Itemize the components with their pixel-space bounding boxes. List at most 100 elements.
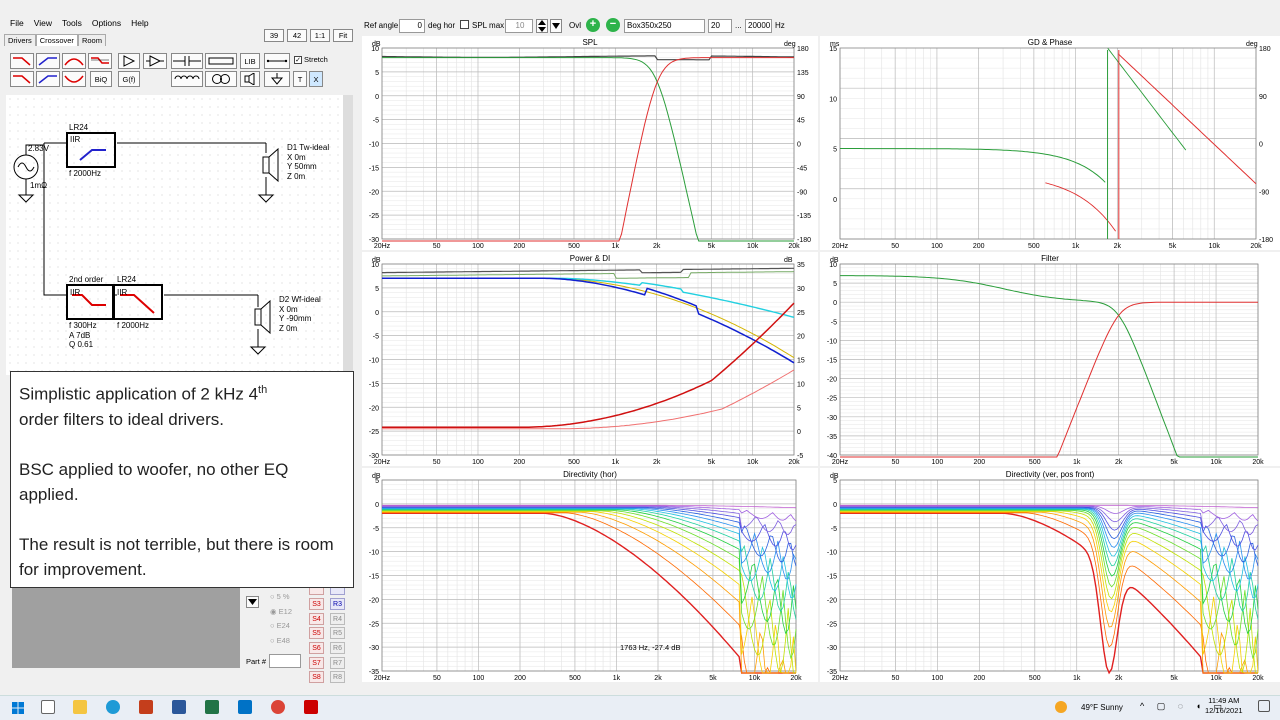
weather-text[interactable]: 49°F Sunny xyxy=(1081,703,1123,712)
r4-button[interactable]: R4 xyxy=(330,613,345,625)
zoom-39-button[interactable]: 39 xyxy=(264,29,284,42)
driver2-label[interactable]: D2 Wf-ideal X 0m Y -90mm Z 0m xyxy=(279,295,321,333)
gd-ytick: 0 xyxy=(833,197,837,204)
notifications-icon[interactable] xyxy=(1258,700,1270,712)
scroll-down-icon[interactable] xyxy=(246,596,259,608)
gf-button[interactable]: G(f) xyxy=(118,71,140,87)
buffer-icon[interactable] xyxy=(143,53,167,69)
edge-icon[interactable] xyxy=(106,700,120,714)
biquad-button[interactable]: BiQ xyxy=(90,71,112,87)
windows-start-icon[interactable] xyxy=(12,702,24,716)
overlay-name-input[interactable]: Box350x250 xyxy=(624,19,705,33)
dirv-curve-12 xyxy=(840,506,1259,536)
r3-button[interactable]: R3 xyxy=(330,598,345,610)
crossover-schematic[interactable]: LR24 IIR f 2000Hz 2.83V 1mΩ D1 Tw-ideal … xyxy=(6,95,343,375)
s8-button[interactable]: S8 xyxy=(309,671,324,683)
amplifier-icon[interactable] xyxy=(118,53,140,69)
pdi-yrtick: 35 xyxy=(797,262,805,269)
inductor-icon[interactable] xyxy=(171,71,203,87)
bandpass-icon[interactable] xyxy=(62,53,86,69)
r5-button[interactable]: R5 xyxy=(330,627,345,639)
speaker-icon[interactable] xyxy=(240,71,260,87)
spl-xtick: 200 xyxy=(513,243,525,250)
zoom-42-button[interactable]: 42 xyxy=(287,29,307,42)
lowpass-2-icon[interactable] xyxy=(10,71,34,87)
gd-phase-graph[interactable]: GD & Phase ms deg 15 10 5 0 180 90 0 -90 -180 20Hz 5… xyxy=(820,36,1280,250)
source-voltage: 2.83V xyxy=(28,144,49,153)
spl-yrtick: -45 xyxy=(797,165,807,172)
library-button[interactable]: LIB xyxy=(240,53,260,69)
s7-button[interactable]: S7 xyxy=(309,657,324,669)
r6-button[interactable]: R6 xyxy=(330,642,345,654)
outlook-icon[interactable] xyxy=(238,700,252,714)
part-input[interactable] xyxy=(269,654,301,668)
tab-drivers[interactable]: Drivers xyxy=(4,34,36,46)
tray-icons[interactable]: ^ ▢ ◌ ◖ ▭ xyxy=(1140,701,1228,711)
r8-button[interactable]: R8 xyxy=(330,671,345,683)
menu-view[interactable]: View xyxy=(33,18,52,28)
s6-button[interactable]: S6 xyxy=(309,642,324,654)
dirh-ytick: -25 xyxy=(369,621,379,628)
power-di-graph[interactable]: Power & DI dB dB 10 5 0 -5 -10 -15 -20 -25 -30 35 30… xyxy=(362,252,818,466)
tolerance-options[interactable]: ○ 5 % ◉ E12 ○ E24 ○ E48 xyxy=(270,592,292,645)
highpass-icon[interactable] xyxy=(36,53,60,69)
pdi-ytick: -5 xyxy=(373,334,379,341)
r7-button[interactable]: R7 xyxy=(330,657,345,669)
lowpass-icon[interactable] xyxy=(10,53,34,69)
add-overlay-icon[interactable]: + xyxy=(586,18,600,32)
dirh-xtick: 20Hz xyxy=(374,675,391,682)
menu-tools[interactable]: Tools xyxy=(61,18,82,28)
clock[interactable]: 11:49 AM 12/16/2021 xyxy=(1205,696,1243,715)
x-button[interactable]: X xyxy=(309,71,323,87)
stretch-checkbox[interactable]: ✓ Stretch xyxy=(294,55,328,64)
filter-woofer-curve xyxy=(840,275,1258,458)
wire-icon[interactable] xyxy=(264,53,290,69)
powerpoint-icon[interactable] xyxy=(139,700,153,714)
filter-graph[interactable]: Filter dB 10 5 0 -5 -10 -15 -20 -25 -30 -35 -40 20Hz… xyxy=(820,252,1280,466)
freq-max-input[interactable]: 20000 xyxy=(745,19,772,33)
menu-options[interactable]: Options xyxy=(91,18,122,28)
zoom-fit-button[interactable]: Fit xyxy=(333,29,353,42)
freq-min-input[interactable]: 20 xyxy=(708,19,732,33)
resistor-icon[interactable] xyxy=(205,53,237,69)
spl-max-checkbox[interactable] xyxy=(460,20,469,29)
remove-overlay-icon[interactable]: − xyxy=(606,18,620,32)
capacitor-icon[interactable] xyxy=(171,53,203,69)
schematic-scrollbar[interactable] xyxy=(343,95,353,375)
gd-xtick: 20Hz xyxy=(832,243,849,250)
spl-graph[interactable]: SPL dB deg 10 5 0 -5 -10 -15 -20 -25 -30 180 135 90 45… xyxy=(362,36,818,250)
directivity-hor-graph[interactable]: Directivity (hor) dB 5 0 -5 -10 -15 -20 -25 -30-… xyxy=(362,468,818,682)
vituixcad-icon[interactable] xyxy=(304,700,318,714)
spin-down-icon[interactable] xyxy=(550,19,562,33)
notch-icon[interactable] xyxy=(62,71,86,87)
spin-updown-icon[interactable] xyxy=(536,19,548,33)
text-button[interactable]: T xyxy=(293,71,307,87)
filter-ytick: -5 xyxy=(831,319,837,326)
spl-max-input[interactable]: 10 xyxy=(505,19,533,33)
shelf-icon[interactable] xyxy=(88,53,112,69)
driver1-label[interactable]: D1 Tw-ideal X 0m Y 50mm Z 0m xyxy=(287,143,330,181)
tab-room[interactable]: Room xyxy=(77,34,106,46)
excel-icon[interactable] xyxy=(205,700,219,714)
menu-file[interactable]: File xyxy=(10,18,24,28)
transformer-icon[interactable] xyxy=(205,71,237,87)
ref-angle-input[interactable]: 0 xyxy=(399,19,425,33)
highpass-2-icon[interactable] xyxy=(36,71,60,87)
word-icon[interactable] xyxy=(172,700,186,714)
menu-help[interactable]: Help xyxy=(131,18,149,28)
tab-crossover[interactable]: Crossover xyxy=(35,34,78,46)
zoom-1-1-button[interactable]: 1:1 xyxy=(310,29,330,42)
s5-button[interactable]: S5 xyxy=(309,627,324,639)
file-explorer-icon[interactable] xyxy=(73,700,87,714)
filter-xtick: 500 xyxy=(1029,459,1041,466)
s3-button[interactable]: S3 xyxy=(309,598,324,610)
directivity-ver-graph[interactable]: Directivity (ver, pos front) dB 5 0 -5 -10 -1… xyxy=(820,468,1280,682)
task-view-icon[interactable] xyxy=(41,700,55,714)
chrome-icon[interactable] xyxy=(271,700,285,714)
parts-list[interactable] xyxy=(12,588,240,668)
ground-icon[interactable] xyxy=(264,71,290,87)
dirh-curve-5 xyxy=(382,510,797,660)
s4-button[interactable]: S4 xyxy=(309,613,324,625)
spl-ytick: -30 xyxy=(369,237,379,244)
hz-label: Hz xyxy=(775,21,785,30)
